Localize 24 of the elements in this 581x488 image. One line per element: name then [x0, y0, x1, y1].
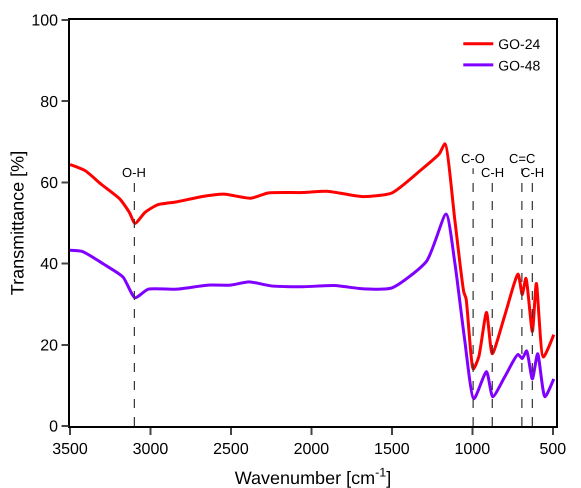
legend-label: GO-24 — [498, 36, 541, 52]
x-tick-label: 500 — [539, 440, 566, 458]
y-tick-label: 60 — [40, 175, 58, 192]
line-series — [70, 142, 556, 371]
y-tick-label: 40 — [40, 256, 58, 274]
x-tick-label: 2000 — [294, 440, 330, 458]
x-tick-label: 1000 — [454, 440, 490, 458]
ref-line-label: C-H — [521, 165, 544, 180]
y-axis-title: Transmittance [%] — [8, 150, 28, 296]
x-tick-label: 3500 — [52, 440, 88, 458]
ref-line-label: C-O — [461, 151, 485, 166]
y-tick-label: 20 — [40, 337, 58, 354]
y-tick-label: 80 — [40, 94, 58, 111]
ref-line-label: C-H — [481, 165, 504, 180]
y-tick-label: 100 — [31, 12, 58, 30]
y-tick-label: 0 — [49, 418, 58, 436]
x-tick-label: 1500 — [374, 440, 410, 458]
legend-label: GO-48 — [498, 57, 541, 74]
ref-line-label: O-H — [122, 165, 146, 180]
x-tick-label: 3000 — [132, 440, 168, 458]
x-axis-title: Wavenumber [cm$^{-1}$] — [234, 465, 392, 488]
x-tick-label: 2500 — [213, 440, 249, 458]
ref-line-label: C=C — [509, 151, 536, 166]
line-series — [70, 212, 556, 400]
